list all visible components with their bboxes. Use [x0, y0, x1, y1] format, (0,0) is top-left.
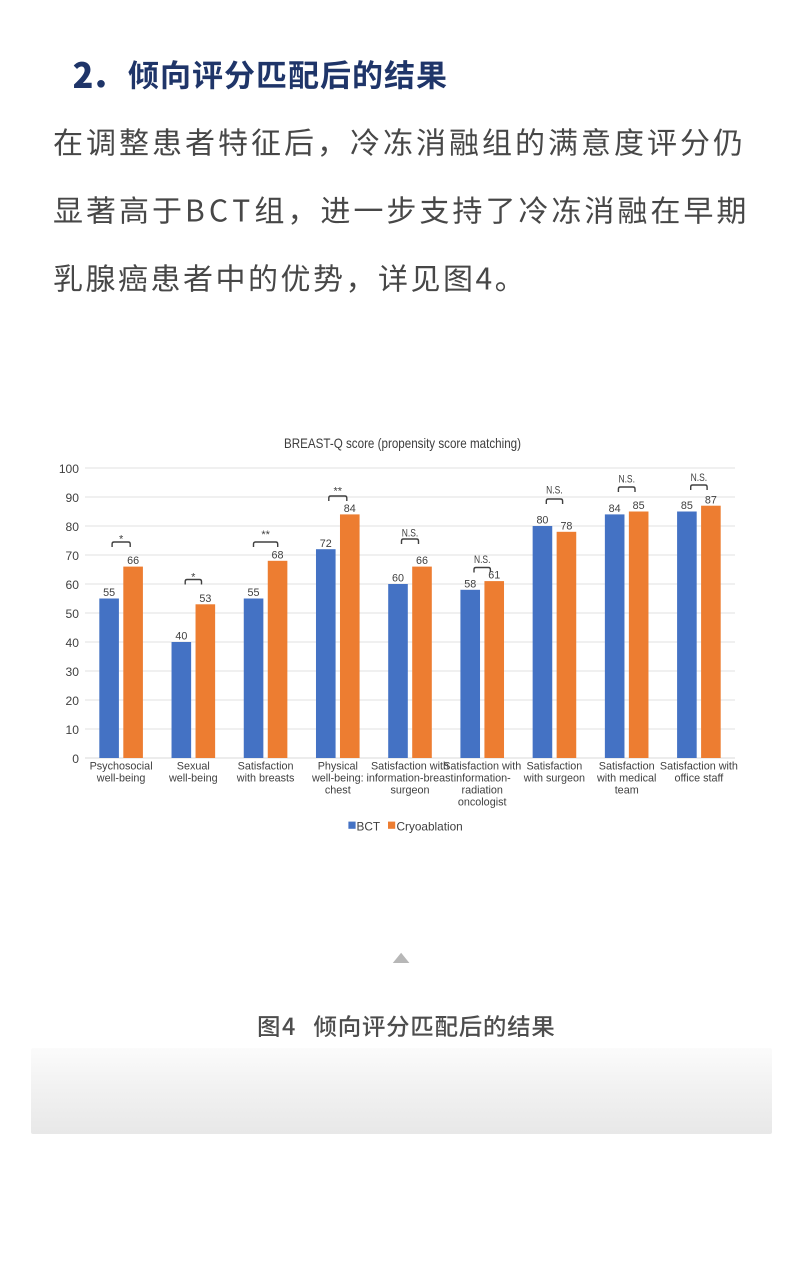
- svg-text:84: 84: [609, 503, 621, 515]
- svg-text:Psychosocial: Psychosocial: [90, 760, 153, 772]
- svg-text:BREAST-Q score (propensity sco: BREAST-Q score (propensity score matchin…: [284, 435, 521, 451]
- svg-text:**: **: [334, 486, 343, 498]
- svg-text:information-breast: information-breast: [366, 772, 453, 784]
- svg-text:well-being: well-being: [96, 772, 146, 784]
- svg-text:66: 66: [127, 555, 139, 567]
- svg-text:80: 80: [536, 515, 548, 527]
- svg-text:N.S.: N.S.: [474, 554, 491, 566]
- svg-text:Satisfaction with: Satisfaction with: [371, 760, 449, 772]
- svg-text:55: 55: [248, 587, 260, 599]
- svg-text:well-being: well-being: [168, 772, 218, 784]
- svg-text:with surgeon: with surgeon: [523, 772, 585, 784]
- svg-text:70: 70: [66, 549, 80, 563]
- svg-text:53: 53: [199, 593, 211, 605]
- svg-text:10: 10: [66, 723, 80, 737]
- svg-text:with medical: with medical: [596, 772, 656, 784]
- svg-text:55: 55: [103, 587, 115, 599]
- svg-text:oncologist: oncologist: [458, 797, 507, 809]
- svg-text:team: team: [615, 785, 639, 797]
- svg-text:*: *: [191, 571, 196, 583]
- svg-text:N.S.: N.S.: [546, 485, 563, 497]
- svg-text:50: 50: [66, 607, 80, 621]
- svg-text:72: 72: [320, 538, 332, 550]
- svg-text:*: *: [119, 533, 124, 545]
- svg-text:90: 90: [66, 491, 80, 505]
- svg-text:84: 84: [344, 503, 356, 515]
- svg-text:Satisfaction: Satisfaction: [526, 760, 582, 772]
- svg-text:Satisfaction: Satisfaction: [238, 760, 294, 772]
- svg-text:chest: chest: [325, 785, 351, 797]
- svg-text:68: 68: [272, 549, 284, 561]
- svg-text:85: 85: [633, 500, 645, 512]
- svg-text:78: 78: [560, 520, 572, 532]
- svg-text:BCT: BCT: [357, 819, 381, 833]
- svg-text:85: 85: [681, 500, 693, 512]
- svg-text:80: 80: [66, 520, 80, 534]
- svg-text:20: 20: [66, 694, 80, 708]
- svg-text:**: **: [261, 529, 270, 541]
- svg-text:information-: information-: [454, 772, 511, 784]
- svg-text:Sexual: Sexual: [177, 760, 210, 772]
- svg-text:office staff: office staff: [674, 772, 724, 784]
- svg-text:0: 0: [72, 752, 79, 766]
- svg-text:Satisfaction: Satisfaction: [599, 760, 655, 772]
- svg-text:with breasts: with breasts: [236, 772, 295, 784]
- svg-text:60: 60: [66, 578, 80, 592]
- svg-text:30: 30: [66, 665, 80, 679]
- svg-text:58: 58: [464, 578, 476, 590]
- svg-text:Physical: Physical: [318, 760, 358, 772]
- svg-text:60: 60: [392, 573, 404, 585]
- svg-text:N.S.: N.S.: [691, 472, 708, 484]
- svg-text:Cryoablation: Cryoablation: [397, 819, 463, 833]
- svg-text:surgeon: surgeon: [390, 785, 429, 797]
- svg-text:61: 61: [488, 570, 500, 582]
- svg-text:100: 100: [59, 462, 79, 476]
- svg-text:N.S.: N.S.: [402, 527, 419, 539]
- svg-text:Satisfaction with: Satisfaction with: [443, 760, 521, 772]
- svg-text:N.S.: N.S.: [618, 474, 635, 486]
- svg-text:40: 40: [66, 636, 80, 650]
- svg-text:40: 40: [175, 631, 187, 643]
- svg-text:Satisfaction with: Satisfaction with: [660, 760, 738, 772]
- svg-text:87: 87: [705, 494, 717, 506]
- svg-text:66: 66: [416, 555, 428, 567]
- svg-text:radiation: radiation: [461, 785, 502, 797]
- svg-text:well-being:: well-being:: [311, 772, 364, 784]
